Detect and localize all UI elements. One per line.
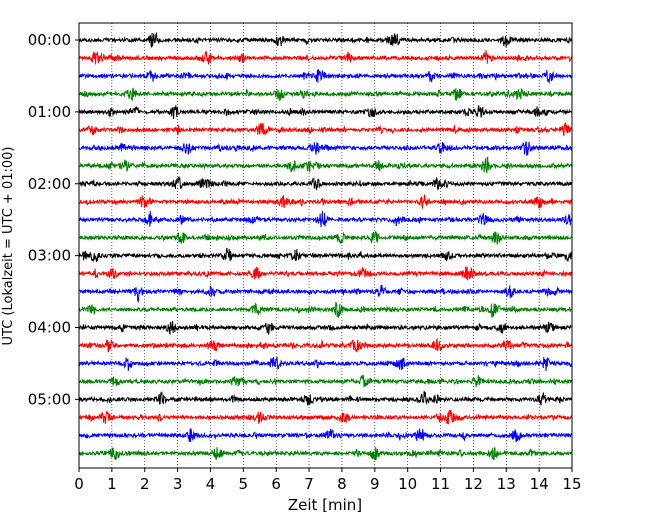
trace-0345 [78,302,573,319]
trace-0400 [78,320,573,336]
y-axis-ticks: 00:00 01:00 02:00 03:00 04:00 05:00 [28,31,79,408]
x-tick-label: 7 [304,475,314,493]
plot-frame [78,22,573,469]
trace-0215 [78,194,573,209]
y-tick-label: 02:00 [28,175,71,193]
trace-0445 [78,374,573,388]
trace-0415 [78,337,573,353]
x-tick-label: 1 [107,475,117,493]
x-tick-label: 6 [271,475,281,493]
x-axis-label: Zeit [min] [288,496,362,514]
vertical-grid [111,23,540,468]
trace-0130 [78,141,573,156]
trace-0430 [78,356,573,372]
y-axis-label: UTC (Lokalzeit = UTC + 01:00) [1,147,16,346]
x-tick-label: 5 [239,475,249,493]
trace-0015 [78,50,573,65]
trace-0500 [78,391,573,406]
x-tick-label: 11 [431,475,450,493]
x-tick-label: 12 [464,475,483,493]
trace-0315 [78,266,573,281]
trace-0000 [78,31,573,48]
trace-0145 [78,156,573,174]
x-tick-label: 10 [398,475,417,493]
trace-0115 [78,122,573,137]
x-tick-label: 3 [173,475,183,493]
trace-0100 [78,105,573,119]
x-tick-label: 2 [140,475,150,493]
x-tick-label: 9 [370,475,380,493]
x-tick-label: 8 [337,475,347,493]
trace-0045 [78,87,573,102]
trace-0230 [78,210,573,227]
x-tick-label: 4 [206,475,216,493]
trace-0545 [78,447,573,461]
x-tick-label: 0 [74,475,84,493]
trace-0030 [78,69,573,85]
trace-0330 [78,284,573,304]
x-tick-label: 14 [530,475,549,493]
y-tick-label: 00:00 [28,31,71,49]
trace-0200 [78,176,573,191]
y-tick-label: 01:00 [28,103,71,121]
y-tick-label: 03:00 [28,247,71,265]
trace-0515 [78,409,573,425]
x-tick-label: 15 [562,475,581,493]
seismogram-traces [78,31,573,461]
x-tick-label: 13 [497,475,516,493]
y-tick-label: 05:00 [28,390,71,408]
trace-0300 [78,247,573,263]
trace-0530 [78,428,573,443]
x-axis-ticks: 0 1 2 3 4 5 6 7 8 9 10 11 12 13 14 15 [74,468,582,493]
trace-0245 [78,231,573,245]
y-tick-label: 04:00 [28,319,71,337]
